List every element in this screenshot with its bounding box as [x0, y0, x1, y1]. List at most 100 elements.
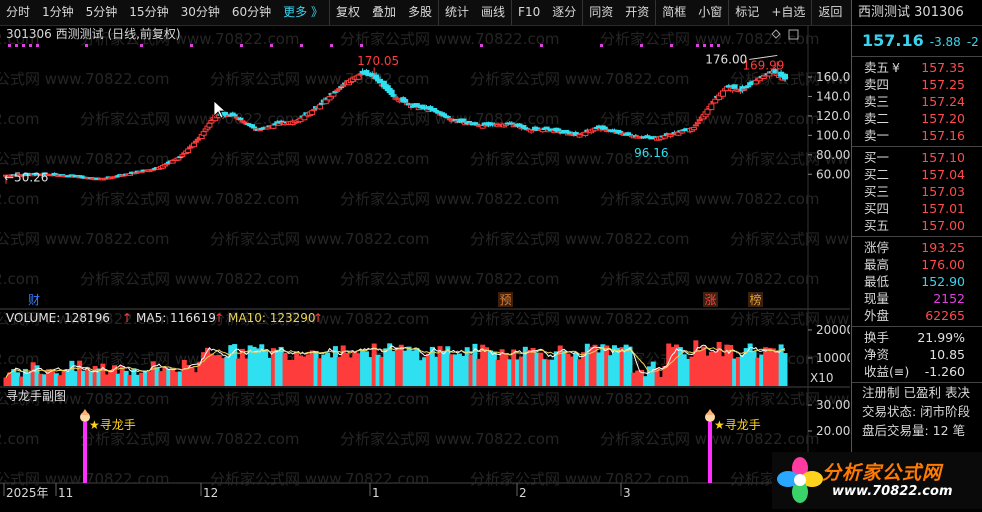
stat-0-value: 193.25	[921, 240, 965, 255]
toolbar-item-5[interactable]: 60分钟	[231, 5, 272, 19]
volume-bar	[19, 376, 25, 386]
toolbar-item-10[interactable]: 统计	[438, 0, 475, 25]
indicator-title: 寻龙手副图	[6, 389, 66, 403]
candle	[231, 114, 238, 117]
watermark-text: 分析家公式网 www.70822.com	[0, 390, 170, 408]
volume-bar	[518, 356, 524, 386]
window-toggle-icon[interactable]	[788, 29, 799, 40]
period-dot	[670, 44, 673, 47]
volume-bar	[329, 357, 335, 386]
fund-1: 净资 10.85	[852, 346, 982, 363]
volume-bar	[92, 366, 98, 386]
volume-bar	[174, 371, 180, 386]
toolbar-item-2[interactable]: 5分钟	[85, 5, 118, 19]
candle	[179, 154, 186, 157]
volume-bar	[224, 356, 230, 386]
toolbar-item-9[interactable]: 多股	[408, 5, 433, 19]
volume-bar	[177, 371, 183, 386]
toolbar-item-7[interactable]: 复权	[328, 0, 366, 25]
volume-bar	[115, 373, 121, 386]
candle	[719, 90, 726, 97]
chart-area[interactable]: 分析家公式网 www.70822.com 分析家公式网 www.70822.com…	[0, 26, 950, 509]
candle	[208, 120, 215, 124]
toolbar-item-13[interactable]: 逐分	[552, 5, 577, 19]
volume-bar	[360, 349, 366, 386]
stat-4-label: 外盘	[864, 308, 890, 323]
price-axis-label: 80.00	[816, 148, 850, 162]
candle	[690, 127, 697, 131]
volume-ma5: MA5: 116619	[136, 311, 216, 325]
kline-chart[interactable]: 分析家公式网 www.70822.com 分析家公式网 www.70822.com…	[0, 26, 950, 509]
volume-bar	[538, 352, 544, 386]
volume-bar	[398, 344, 404, 386]
bid-level-2-value: 157.04	[921, 167, 965, 182]
volume-bar	[561, 350, 567, 386]
candle	[251, 126, 258, 129]
volume-bar	[65, 370, 71, 386]
candles	[3, 61, 788, 184]
ask-level-2: 卖二 157.20	[852, 110, 982, 127]
time-axis-label: 2	[519, 486, 527, 500]
toolbar-item-18[interactable]: 标记	[728, 0, 765, 25]
watermark-text: 分析家公式网 www.70822.com	[210, 150, 430, 168]
candle	[270, 124, 277, 129]
quote-panel: 西测测试 301306 157.16 -3.88 -2 卖五 157.35 ¥ 卖四 157…	[851, 0, 982, 509]
toolbar-item-4[interactable]: 30分钟	[180, 5, 220, 19]
bid-level-3-value: 157.03	[921, 184, 965, 199]
toolbar-item-1[interactable]: 1分钟	[42, 5, 74, 19]
watermark-text: 分析家公式网 www.70822.com	[80, 430, 300, 448]
toolbar-item-16[interactable]: 简框	[655, 0, 692, 25]
watermark-text: 分析家公式网 www.70822.com	[210, 70, 430, 88]
candle	[322, 99, 329, 105]
volume-bar	[763, 347, 769, 386]
volume-bar	[243, 358, 249, 386]
volume-bar	[119, 366, 125, 386]
toolbar-item-14[interactable]: 同资	[582, 0, 619, 25]
toolbar-item-11[interactable]: 画线	[481, 5, 506, 19]
volume-bar	[123, 370, 129, 386]
volume-bar	[429, 346, 435, 386]
ask-level-5-label: 卖五	[864, 60, 890, 75]
volume-bar	[406, 346, 412, 386]
volume-bar	[627, 346, 633, 386]
watermark-text: 分析家公式网 www.70822.com	[210, 230, 430, 248]
fund-2-value: -1.260	[924, 364, 965, 379]
candle	[741, 88, 748, 91]
toolbar-item-15[interactable]: 开资	[625, 5, 650, 19]
toolbar-item-19[interactable]: +自选	[771, 5, 806, 19]
volume-bar	[232, 344, 238, 386]
volume-bar	[526, 349, 532, 386]
toolbar-item-12[interactable]: F10	[511, 0, 546, 25]
ask-level-5-value: 157.35	[921, 60, 965, 75]
toolbar-item-8[interactable]: 叠加	[371, 5, 396, 19]
volume-bar	[472, 343, 478, 386]
toolbar-item-3[interactable]: 15分钟	[129, 5, 169, 19]
bid-level-2: 买二 157.04	[852, 166, 982, 183]
toolbar-item-0[interactable]: 分时	[6, 5, 31, 19]
candle	[330, 92, 337, 97]
toolbar-item-17[interactable]: 小窗	[698, 5, 723, 19]
volume-bar	[30, 362, 36, 386]
marker-box	[498, 292, 513, 307]
period-dot	[36, 44, 39, 47]
mouse-cursor-icon	[213, 100, 227, 119]
fund-2-label: 收益(≡)	[864, 364, 910, 379]
volume-bar	[635, 370, 641, 386]
candle	[694, 121, 701, 125]
toolbar-item-6[interactable]: 更多 》	[283, 5, 323, 19]
stat-1-label: 最高	[864, 257, 890, 272]
watermark-text: 分析家公式网 www.70822.com	[210, 310, 430, 328]
high-label: 170.05	[357, 54, 399, 68]
volume-bar	[162, 367, 168, 386]
volume-bar	[150, 361, 156, 386]
time-axis-label: 1	[372, 486, 380, 500]
volume-bar	[251, 346, 257, 386]
toolbar-item-20[interactable]: 返回	[811, 0, 848, 25]
volume-bar	[619, 347, 625, 386]
logo-brand: 分析家公式网	[822, 462, 943, 484]
candle	[508, 122, 515, 125]
volume-bar	[309, 350, 315, 386]
volume-bar	[112, 365, 118, 386]
fund-1-label: 净资	[864, 347, 890, 362]
volume-bar	[278, 346, 284, 386]
